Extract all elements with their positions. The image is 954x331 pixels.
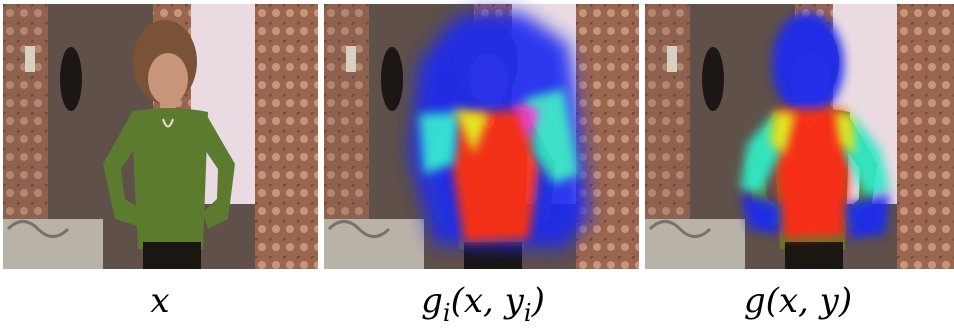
- panel-ground-truth: [645, 4, 954, 269]
- panel-input: [3, 4, 318, 269]
- panel-prediction: [324, 4, 639, 269]
- caption: x: [150, 281, 169, 321]
- caption-subscript: i: [443, 299, 451, 327]
- caption-part: (x, y: [451, 281, 525, 321]
- page: xgi(x, yi)g(x, y) (() => { const data = …: [0, 0, 954, 331]
- caption-part: ): [531, 281, 545, 321]
- caption-part: g: [421, 281, 443, 321]
- figure: xgi(x, yi)g(x, y): [0, 0, 954, 331]
- caption-subscript: i: [524, 299, 532, 327]
- caption-part: x: [150, 281, 169, 321]
- caption: g(x, y): [744, 281, 852, 321]
- caption-part: g(x, y): [744, 281, 852, 321]
- caption: gi(x, yi): [421, 281, 545, 327]
